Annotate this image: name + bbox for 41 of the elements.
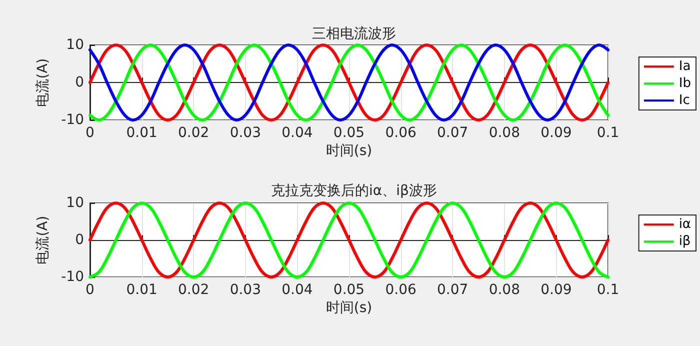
x-tick-label: 0.07 [437, 125, 468, 141]
legend-label: iα [678, 217, 692, 232]
x-tick-label: 0.07 [437, 282, 468, 298]
x-tick-label: 0.09 [540, 282, 572, 298]
chart-title: 三相电流波形 [312, 26, 396, 42]
x-tick-label: 0.1 [596, 282, 620, 298]
x-axis-title: 时间(s) [326, 300, 372, 316]
x-tick-label: 0.1 [596, 125, 620, 141]
y-tick-label: 0 [75, 232, 84, 248]
y-axis-title: 电流(A) [35, 216, 52, 264]
y-tick-label: 10 [66, 195, 84, 211]
x-tick-label: 0.08 [488, 125, 520, 141]
y-tick-label: 10 [66, 37, 84, 53]
x-tick-label: 0.09 [540, 125, 572, 141]
x-tick-label: 0.02 [178, 125, 210, 141]
x-tick-label: 0.05 [333, 282, 365, 298]
x-tick-label: 0 [86, 282, 94, 298]
line-series [88, 44, 610, 122]
x-tick-label: 0.02 [178, 282, 210, 298]
legend-label: Ib [678, 76, 692, 91]
x-tick-label: 0.05 [333, 125, 365, 141]
x-tick-label: 0.01 [126, 125, 158, 141]
y-tick-label: -10 [61, 269, 84, 285]
x-tick-label: 0.06 [385, 125, 416, 141]
y-tick-label: -10 [61, 112, 84, 128]
x-tick-label: 0.08 [488, 282, 520, 298]
y-tick-label: 0 [75, 74, 84, 90]
x-tick-label: 0.03 [230, 125, 261, 141]
y-axis-title: 电流(A) [35, 58, 52, 107]
legend-label: Ic [678, 93, 690, 108]
chart-title: 克拉克变换后的iα、iβ波形 [271, 183, 437, 199]
x-tick-label: 0 [86, 125, 94, 141]
x-tick-label: 0.01 [126, 282, 158, 298]
x-tick-label: 0.06 [385, 282, 416, 298]
x-tick-label: 0.04 [282, 282, 313, 298]
x-axis-title: 时间(s) [326, 143, 372, 159]
legend-label: Ia [678, 59, 691, 74]
legend-label: iβ [678, 234, 691, 249]
x-tick-label: 0.04 [282, 125, 313, 141]
x-tick-label: 0.03 [230, 282, 261, 298]
line-series [88, 202, 610, 278]
